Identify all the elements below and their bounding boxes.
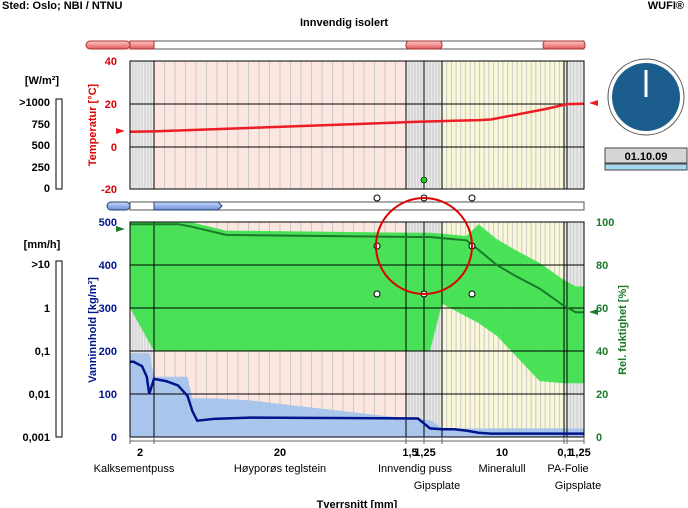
- clock-date: 01.10.09: [625, 151, 668, 163]
- water-content-line: [130, 360, 584, 435]
- water-content-range-band: [130, 353, 584, 437]
- wc-tick-0: 0: [111, 432, 117, 444]
- temperature-axis-label: Temperatur [°C]: [87, 83, 99, 166]
- inside-rh-arrow: [589, 309, 598, 315]
- temperature-y-ticks: 40 20 0 -20: [101, 56, 117, 196]
- rh-tick-80: 80: [596, 260, 608, 272]
- water-flux-tick-001: 0,01: [29, 389, 50, 401]
- heat-flux-tick-750: 750: [32, 119, 50, 131]
- layer-label: Kalksementpuss: [94, 463, 175, 475]
- rh-tick-0: 0: [596, 432, 602, 444]
- brand-label: WUFI®: [647, 0, 684, 12]
- wc-tick-300: 300: [99, 303, 117, 315]
- water-y-ticks: 500 400 300 200 100 0: [99, 217, 117, 444]
- wc-tick-200: 200: [99, 346, 117, 358]
- temperature-line: [129, 102, 585, 134]
- thickness-label: 1,25: [414, 447, 435, 459]
- thickness-label: 1,5: [402, 447, 417, 459]
- water-flux-unit: [mm/h]: [24, 239, 61, 251]
- thickness-label: 20: [274, 447, 286, 459]
- inside-temp-arrow: [589, 100, 598, 106]
- heat-flux-tick-500: 500: [32, 140, 50, 152]
- layer-label: Mineralull: [478, 463, 525, 475]
- selection-markers: [373, 176, 476, 298]
- humidity-axis-label: Rel. fuktighet [%]: [617, 285, 629, 375]
- outside-rh-arrow: [116, 226, 125, 232]
- moisture-scale-bar: [106, 201, 585, 211]
- date-box: [604, 147, 688, 164]
- heat-flux-tick-1000: >1000: [19, 97, 50, 109]
- rh-tick-100: 100: [596, 217, 614, 229]
- layer-label: PA-Folie: [547, 463, 588, 475]
- relative-humidity-line: [130, 223, 584, 314]
- temp-tick-0: 0: [111, 142, 117, 154]
- humidity-range-band: [130, 222, 584, 384]
- thickness-label: 0,1: [557, 447, 572, 459]
- heat-flux-tick-0: 0: [44, 183, 50, 195]
- layer-thickness-labels: 2 20 1,51,25 10 0,11,25: [137, 447, 591, 459]
- temp-tick-m20: -20: [101, 184, 117, 196]
- humidity-y-ticks: 100 80 60 40 20 0: [596, 217, 614, 444]
- rh-tick-20: 20: [596, 389, 608, 401]
- highlight-circle: [375, 197, 473, 295]
- date-progress: [604, 163, 688, 171]
- layer-label: Gipsplate: [414, 480, 460, 492]
- temp-tick-40: 40: [105, 56, 117, 68]
- outside-temp-arrow: [116, 128, 125, 134]
- rh-tick-40: 40: [596, 346, 608, 358]
- wc-tick-100: 100: [99, 389, 117, 401]
- thickness-label: 10: [496, 447, 508, 459]
- cross-section-axis: [129, 438, 585, 444]
- wc-tick-400: 400: [99, 260, 117, 272]
- thickness-label: 1,25: [569, 447, 590, 459]
- layer-label: Høyporøs teglstein: [234, 463, 326, 475]
- thickness-label: 2: [137, 447, 143, 459]
- heat-flux-unit: [W/m²]: [25, 75, 60, 87]
- location-label: Sted: Oslo; NBI / NTNU: [2, 0, 123, 12]
- layer-label: Gipsplate: [555, 480, 601, 492]
- cross-section-label: Tverrsnitt [mm]: [317, 499, 398, 508]
- temperature-scale-bar: [85, 40, 586, 50]
- wc-tick-500: 500: [99, 217, 117, 229]
- clock-widget: 01.10.09: [604, 58, 688, 171]
- temperature-chart: [116, 60, 598, 190]
- moisture-chart: [116, 221, 598, 438]
- water-flux-tick-0001: 0,001: [22, 432, 50, 444]
- water-flux-gauge: [mm/h] >10 1 0,1 0,01 0,001: [22, 239, 63, 444]
- heat-flux-tick-250: 250: [32, 162, 50, 174]
- water-flux-tick-01: 0,1: [35, 346, 50, 358]
- temp-tick-20: 20: [105, 99, 117, 111]
- water-content-axis-label: Vanninnhold [kg/m³]: [87, 277, 99, 383]
- layer-label: Innvendig puss: [378, 463, 452, 475]
- water-flux-tick-1: 1: [44, 303, 50, 315]
- layer-name-labels: Kalksementpuss Høyporøs teglstein Innvendi…: [94, 463, 602, 492]
- rh-tick-60: 60: [596, 303, 608, 315]
- water-flux-tick-10: >10: [31, 259, 50, 271]
- case-title: Innvendig isolert: [300, 17, 389, 29]
- heat-flux-gauge: [W/m²] >1000 750 500 250 0: [19, 75, 63, 195]
